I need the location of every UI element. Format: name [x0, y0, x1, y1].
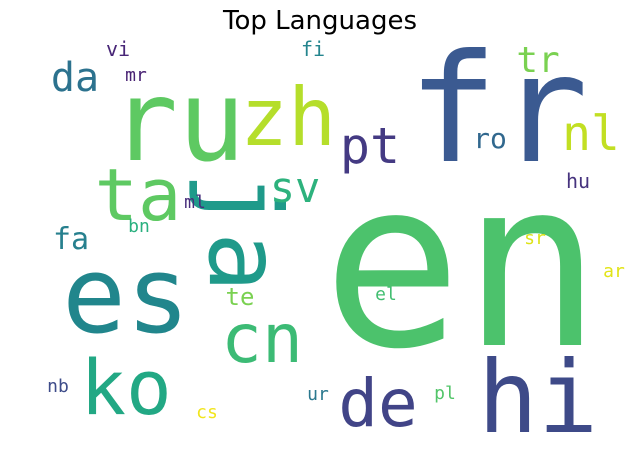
word-ar: ar	[603, 261, 625, 282]
word-pl: pl	[434, 383, 456, 404]
word-ro: ro	[473, 122, 507, 155]
word-nb: nb	[47, 376, 69, 397]
word-da: da	[50, 55, 100, 101]
word-ml: ml	[184, 192, 206, 213]
word-te: te	[225, 283, 255, 311]
word-ur: ur	[307, 384, 329, 405]
chart-title: Top Languages	[223, 6, 417, 36]
word-de: de	[338, 365, 418, 442]
word-cs: cs	[196, 402, 218, 423]
word-en: en	[322, 130, 602, 400]
word-hi: hi	[477, 339, 599, 456]
word-fi: fi	[300, 37, 326, 61]
word-ru: ru	[110, 57, 246, 187]
word-cn: cn	[221, 300, 303, 379]
word-ko: ko	[80, 343, 172, 432]
word-sv: sv	[269, 163, 321, 212]
word-fr: fr	[407, 23, 589, 197]
word-bn: bn	[128, 216, 150, 237]
word-nl: nl	[562, 106, 620, 162]
word-mr: mr	[125, 65, 147, 86]
word-fa: fa	[52, 222, 90, 257]
word-es: es	[62, 234, 190, 357]
word-sr: sr	[524, 228, 546, 249]
word-zh: zh	[239, 71, 337, 164]
word-pt: pt	[339, 117, 401, 175]
word-hu: hu	[565, 169, 591, 193]
word-ta: ta	[94, 153, 182, 237]
word-el: el	[375, 284, 397, 305]
word-tr: tr	[516, 40, 560, 81]
word-vi: vi	[105, 37, 131, 61]
